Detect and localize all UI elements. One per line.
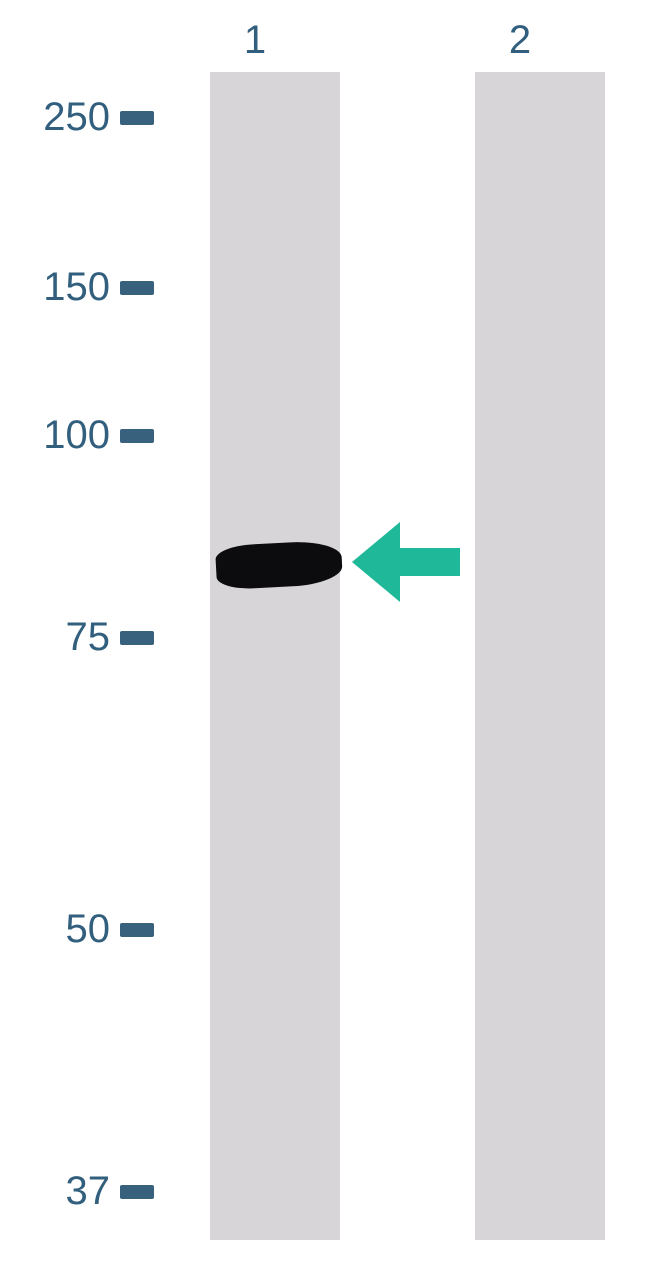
- mw-tick-37: [120, 1185, 154, 1199]
- mw-label-50: 50: [20, 907, 110, 952]
- western-blot-figure: 1 2 250 150 100 75 50 37: [0, 0, 650, 1270]
- mw-tick-250: [120, 111, 154, 125]
- mw-tick-75: [120, 631, 154, 645]
- mw-label-100: 100: [20, 413, 110, 458]
- arrow-shaft: [400, 548, 460, 576]
- mw-tick-50: [120, 923, 154, 937]
- mw-tick-150: [120, 281, 154, 295]
- lane-1: [210, 72, 340, 1240]
- mw-label-150: 150: [20, 265, 110, 310]
- lane-header-2: 2: [500, 18, 540, 63]
- lane-header-1: 1: [235, 18, 275, 63]
- arrow-head-icon: [352, 522, 400, 602]
- mw-tick-100: [120, 429, 154, 443]
- mw-label-250: 250: [20, 95, 110, 140]
- lane-2: [475, 72, 605, 1240]
- mw-label-37: 37: [20, 1169, 110, 1214]
- mw-label-75: 75: [20, 615, 110, 660]
